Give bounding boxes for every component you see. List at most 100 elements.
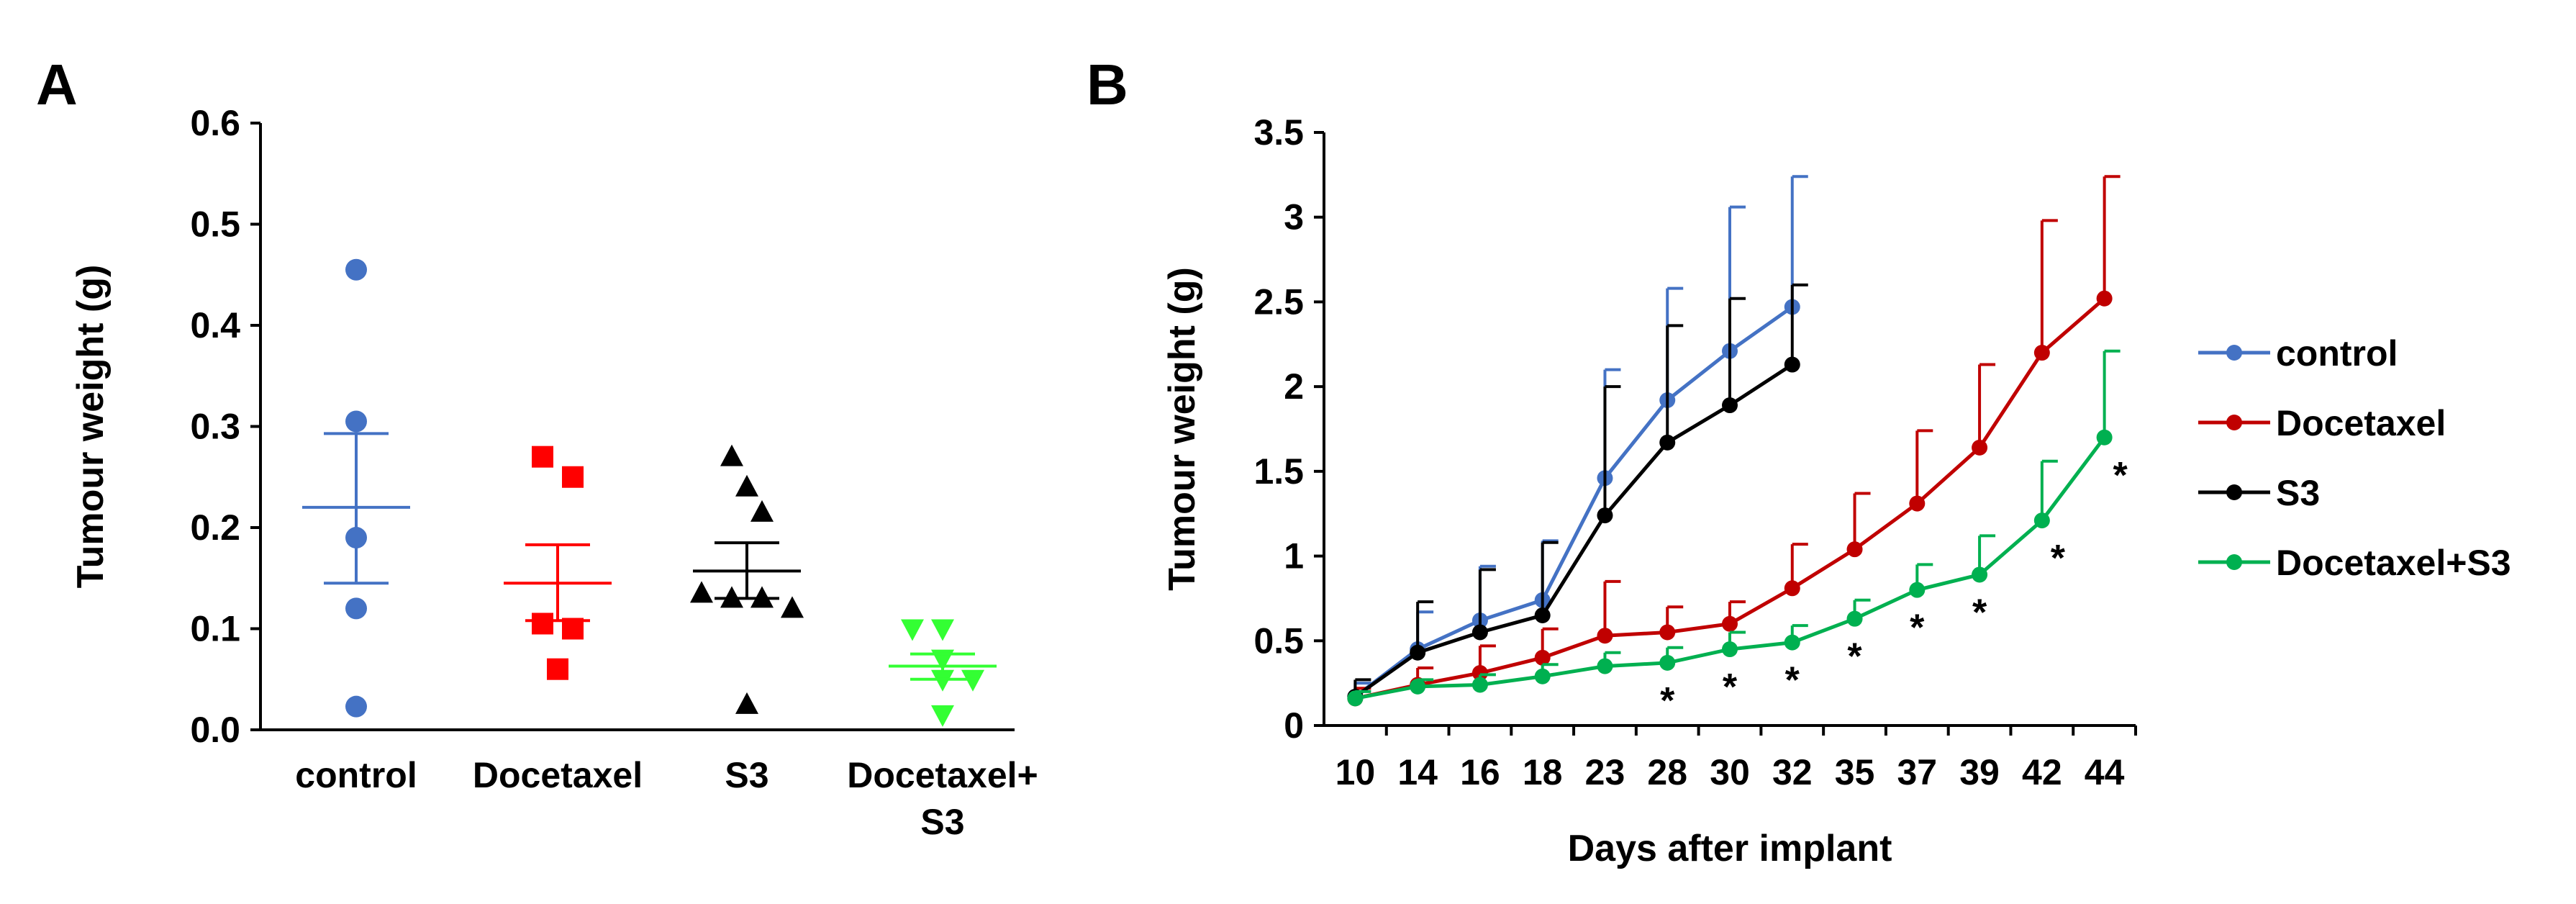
data-point (345, 258, 367, 281)
panel-a-chart: A 0.0 0.1 0.2 0.3 0.4 0.5 0.6 Tumour weight (g)… (36, 53, 1038, 842)
data-point (1846, 610, 1863, 627)
data-point (1972, 566, 1988, 583)
significance-asterisk: * (1972, 592, 1987, 633)
data-point (1534, 668, 1551, 684)
y-tick-label: 0.3 (190, 407, 240, 447)
data-point (2096, 290, 2113, 307)
panel-b-label: B (1087, 53, 1128, 117)
data-point (901, 619, 924, 641)
y-tick-label: 3 (1284, 197, 1304, 238)
legend-marker (2226, 415, 2242, 430)
data-point (931, 705, 954, 727)
y-tick-label: 0.5 (1253, 620, 1304, 661)
y-tick-label: 3.5 (1253, 112, 1304, 153)
data-point (1534, 607, 1551, 623)
legend-marker (2226, 554, 2242, 570)
legend-item: control (2198, 333, 2398, 374)
data-point (1784, 356, 1800, 373)
y-tick-label: 0.1 (190, 609, 240, 649)
x-tick-label: 30 (1710, 752, 1750, 792)
y-tick-label: 0 (1284, 705, 1304, 746)
data-point (1722, 397, 1738, 414)
data-point (532, 446, 553, 468)
data-point (345, 410, 367, 433)
data-point (1410, 678, 1426, 695)
data-point (1659, 624, 1676, 641)
data-point (1471, 624, 1488, 641)
series-line (1354, 436, 2106, 700)
y-axis-title: Tumour weight (g) (1161, 267, 1203, 591)
data-point (690, 581, 713, 603)
x-tick-label: 39 (1959, 752, 2000, 792)
data-point (1784, 580, 1800, 597)
data-point (750, 500, 774, 522)
y-tick-label: 2.5 (1253, 281, 1304, 322)
y-tick-label: 0.5 (190, 204, 240, 245)
significance-asterisk: * (1723, 666, 1738, 708)
legend-marker (2226, 345, 2242, 361)
legend-label: control (2276, 333, 2398, 374)
legend-item: Docetaxel (2198, 403, 2446, 443)
x-tick-label: 18 (1523, 752, 1563, 792)
y-tick-label: 2 (1284, 366, 1304, 407)
legend-marker (2226, 484, 2242, 500)
data-point (2096, 429, 2113, 446)
x-tick-label: 14 (1397, 752, 1438, 792)
legend-item: Docetaxel+S3 (2198, 543, 2511, 583)
data-point (2033, 345, 2050, 361)
data-point (1471, 665, 1488, 682)
data-point (1909, 582, 1926, 598)
significance-asterisk: * (2051, 538, 2066, 579)
significance-asterisk: * (1785, 660, 1800, 702)
significance-asterisk: * (2113, 455, 2128, 497)
significance-asterisk: * (1660, 680, 1675, 722)
data-point (1597, 628, 1613, 644)
y-tick-label: 0.0 (190, 710, 240, 750)
significance-asterisk: * (1847, 636, 1862, 678)
data-point (735, 474, 758, 497)
y-tick-label: 1 (1284, 536, 1304, 577)
x-category-label: S3 (725, 755, 768, 795)
data-point (2033, 512, 2050, 529)
x-category-label: Docetaxel (473, 755, 643, 795)
data-point (1410, 644, 1426, 661)
legend-item: S3 (2198, 473, 2320, 513)
data-point (562, 466, 584, 488)
data-point (532, 613, 553, 635)
legend-label: Docetaxel (2276, 403, 2446, 443)
data-point (720, 444, 743, 466)
data-point (1722, 615, 1738, 632)
data-point (1909, 495, 1926, 512)
data-point (1659, 654, 1676, 671)
series-s3 (1347, 283, 1808, 705)
x-tick-label: 32 (1772, 752, 1813, 792)
panel-a-label: A (36, 53, 78, 117)
x-tick-label: 37 (1897, 752, 1937, 792)
data-point (345, 597, 367, 620)
y-tick-label: 0.4 (190, 305, 240, 345)
legend-label: Docetaxel+S3 (2276, 543, 2511, 583)
data-point (1846, 541, 1863, 558)
data-point (345, 695, 367, 718)
y-tick-label: 0.2 (190, 507, 240, 548)
data-point (735, 692, 758, 714)
significance-asterisk: * (1910, 607, 1925, 649)
x-category-label: control (295, 755, 417, 795)
x-tick-label: 42 (2022, 752, 2062, 792)
data-point (1597, 658, 1613, 674)
x-tick-label: 10 (1335, 752, 1376, 792)
series-line (1353, 305, 1794, 698)
panel-b-chart: B 0 0.5 1 1.5 2 2.5 3 3.5 10 14 16 18 23 28 30 32 35 37 39… (1087, 53, 2511, 869)
data-point (1784, 634, 1800, 651)
data-point (1972, 439, 1988, 456)
x-tick-label: 35 (1835, 752, 1875, 792)
y-tick-label: 0.6 (190, 103, 240, 143)
data-point (1659, 434, 1676, 451)
y-tick-label: 1.5 (1253, 451, 1304, 492)
x-tick-label: 16 (1460, 752, 1500, 792)
x-axis-title: Days after implant (1568, 828, 1892, 869)
series-line (1353, 363, 1794, 699)
series-docetaxel (1347, 175, 2121, 707)
data-point (547, 658, 568, 680)
series-docetaxel-s3 (1347, 349, 2121, 707)
